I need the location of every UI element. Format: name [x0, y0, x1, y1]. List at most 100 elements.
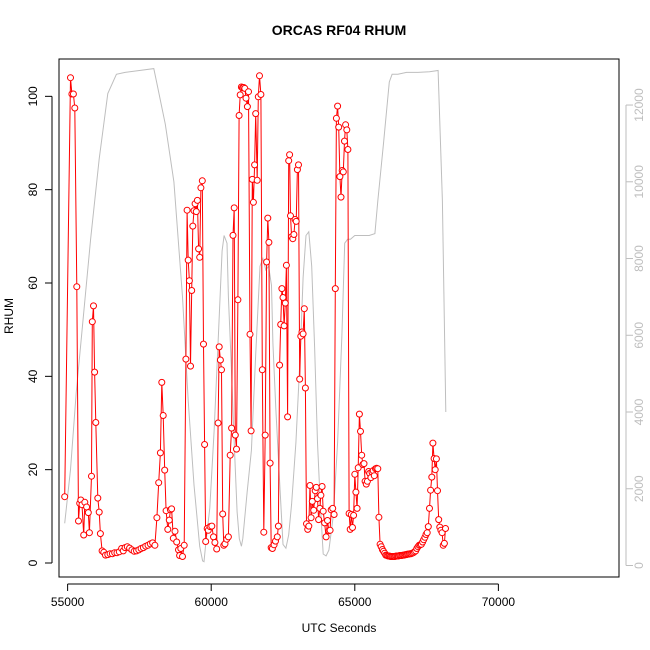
data-point: [245, 88, 252, 96]
data-point: [92, 419, 100, 426]
data-point: [73, 283, 81, 291]
data-point: [94, 494, 102, 502]
plot-frame: [58, 58, 620, 578]
data-point: [195, 245, 203, 253]
y-tick-label: 20: [26, 463, 40, 477]
data-point: [192, 208, 200, 216]
data-point: [440, 539, 448, 547]
data-point: [155, 479, 163, 487]
data-point: [312, 483, 320, 491]
data-point: [344, 146, 352, 153]
data-point: [431, 466, 439, 474]
data-point: [308, 497, 316, 505]
data-point: [187, 362, 194, 370]
data-point: [182, 355, 190, 363]
data-point: [258, 366, 266, 374]
data-point: [280, 322, 288, 330]
data-point: [257, 91, 265, 98]
data-point: [235, 112, 243, 119]
data-point: [282, 261, 290, 269]
data-point: [276, 361, 284, 369]
y2-tick-label: 4000: [632, 398, 646, 425]
data-point: [242, 94, 250, 102]
data-point: [91, 368, 99, 376]
data-point: [213, 545, 221, 553]
data-point: [165, 516, 173, 524]
data-point: [315, 516, 323, 524]
y-tick-label: 80: [26, 183, 40, 197]
y-tick-label: 60: [26, 276, 40, 290]
data-point: [339, 168, 347, 176]
data-point: [198, 177, 206, 185]
data-point: [318, 483, 326, 490]
secondary-series-line: [64, 68, 447, 563]
data-point: [233, 445, 240, 453]
data-point: [284, 413, 292, 421]
data-point: [218, 366, 225, 374]
data-point: [300, 305, 308, 313]
data-point: [179, 553, 186, 560]
data-point: [424, 523, 432, 531]
data-point: [236, 91, 244, 99]
data-point: [243, 103, 251, 111]
data-point: [337, 193, 345, 201]
y2-tick-label: 8000: [632, 245, 646, 272]
data-point: [434, 487, 441, 495]
data-point: [251, 161, 259, 169]
data-point: [317, 491, 325, 499]
data-point: [432, 455, 440, 463]
data-point: [234, 296, 242, 304]
data-point: [335, 123, 343, 131]
data-point: [286, 151, 294, 159]
data-point: [330, 511, 338, 518]
data-point: [307, 514, 315, 522]
data-point: [96, 530, 104, 538]
data-point: [246, 330, 254, 338]
data-point: [351, 470, 359, 478]
data-point: [200, 340, 207, 348]
data-point: [264, 214, 272, 222]
data-point: [229, 231, 237, 239]
data-point: [208, 522, 216, 530]
data-point: [290, 231, 298, 238]
x-tick-label: 70000: [482, 595, 516, 609]
data-point: [423, 529, 431, 537]
data-point: [71, 104, 79, 112]
data-point: [201, 441, 209, 448]
data-point: [61, 493, 69, 501]
y-axis-label: RHUM: [2, 298, 16, 334]
data-point: [266, 459, 274, 467]
x-tick-label: 65000: [338, 595, 372, 609]
x-tick-label: 55000: [51, 595, 85, 609]
data-point: [265, 238, 273, 246]
data-point: [358, 451, 366, 459]
data-point: [180, 541, 188, 549]
data-point: [159, 412, 167, 419]
data-point: [83, 503, 91, 511]
data-point: [428, 473, 436, 481]
chart-title: ORCAS RF04 RHUM: [272, 22, 407, 38]
data-point: [349, 524, 356, 531]
data-point: [375, 513, 383, 521]
primary-series-group: [61, 72, 449, 560]
data-point: [161, 466, 169, 474]
data-point: [214, 419, 222, 427]
y2-tick-label: 6000: [632, 322, 646, 349]
data-point: [188, 287, 196, 294]
data-point: [256, 72, 263, 80]
data-point: [171, 527, 179, 535]
data-point: [322, 533, 330, 541]
data-point: [273, 533, 281, 541]
data-point: [292, 217, 300, 225]
data-point: [355, 410, 363, 418]
data-point: [85, 529, 93, 537]
y-tick-label: 40: [26, 369, 40, 383]
primary-series-line: [64, 75, 446, 557]
data-point: [260, 528, 268, 536]
data-point: [231, 431, 239, 439]
data-point: [350, 511, 358, 519]
data-point: [336, 173, 344, 181]
data-point: [252, 110, 260, 118]
data-point: [80, 531, 88, 539]
data-point: [429, 439, 437, 447]
